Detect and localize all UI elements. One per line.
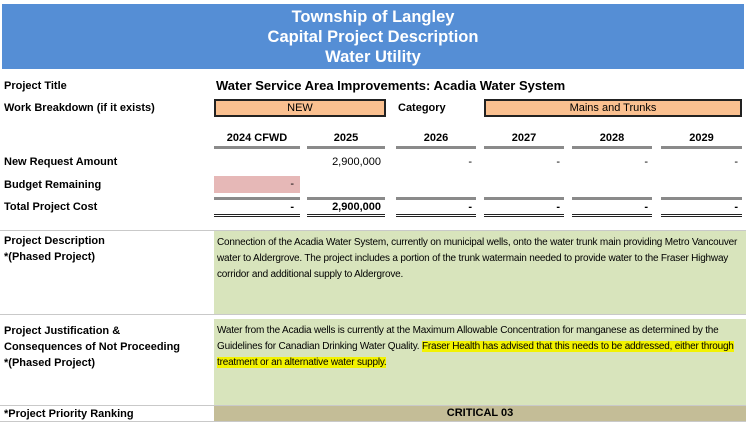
- total-rule-top: [396, 197, 476, 200]
- header-rule: [484, 146, 564, 149]
- priority-label: *Project Priority Ranking: [4, 408, 134, 420]
- total-rule-top: [661, 197, 742, 200]
- total-rule-double: [307, 214, 385, 217]
- total-rule-top: [572, 197, 652, 200]
- year-header: 2024 CFWD: [226, 132, 288, 144]
- category-value: Mains and Trunks: [484, 99, 742, 117]
- new-request-2029: -: [734, 156, 738, 168]
- header-rule: [307, 146, 385, 149]
- year-header: 2028: [599, 132, 625, 144]
- total-rule-double: [484, 214, 564, 217]
- justification-label-line1: Project Justification &: [4, 325, 121, 337]
- justification-label: Project Justification & Consequences of …: [4, 323, 180, 371]
- total-2027: -: [556, 201, 560, 213]
- header-rule: [214, 146, 300, 149]
- justification-text: Water from the Acadia wells is currently…: [214, 319, 746, 405]
- header-utility: Water Utility: [325, 48, 421, 66]
- category-label: Category: [398, 102, 446, 114]
- justification-plain: Water from the Acadia wells is currently…: [217, 325, 719, 352]
- description-text: Connection of the Acadia Water System, c…: [214, 231, 746, 314]
- description-label-line1: Project Description: [4, 235, 105, 247]
- new-request-2025: 2,900,000: [332, 156, 381, 168]
- total-rule-top: [484, 197, 564, 200]
- new-request-label: New Request Amount: [4, 156, 118, 168]
- budget-remaining-cell: -: [214, 176, 300, 193]
- budget-remaining-value: -: [290, 178, 294, 190]
- total-rule-double: [396, 214, 476, 217]
- header-township: Township of Langley: [291, 8, 455, 26]
- section-divider: [0, 230, 746, 231]
- header-rule: [661, 146, 742, 149]
- year-header: 2026: [423, 132, 449, 144]
- project-title-value: Water Service Area Improvements: Acadia …: [216, 78, 566, 93]
- year-header: 2029: [689, 132, 714, 144]
- description-label-line2: *(Phased Project): [4, 251, 96, 263]
- work-breakdown-value: NEW: [214, 99, 386, 117]
- total-rule-double: [572, 214, 652, 217]
- new-request-2028: -: [644, 156, 648, 168]
- justification-label-line3: *(Phased Project): [4, 357, 96, 369]
- total-rule-top: [214, 197, 300, 200]
- total-cost-label: Total Project Cost: [4, 201, 98, 213]
- justification-label-line2: Consequences of Not Proceeding: [4, 341, 181, 353]
- budget-remaining-label: Budget Remaining: [4, 179, 102, 191]
- header-rule: [396, 146, 476, 149]
- total-2024: -: [290, 201, 294, 213]
- project-title-label: Project Title: [4, 80, 67, 92]
- total-2025: 2,900,000: [332, 201, 381, 213]
- header-rule: [572, 146, 652, 149]
- section-divider: [0, 421, 746, 422]
- total-2028: -: [644, 201, 648, 213]
- total-rule-top: [307, 197, 385, 200]
- header-doc-type: Capital Project Description: [267, 28, 479, 46]
- total-rule-double: [214, 214, 300, 217]
- total-2026: -: [468, 201, 472, 213]
- page-header: Township of Langley Capital Project Desc…: [2, 4, 744, 69]
- total-rule-double: [661, 214, 742, 217]
- new-request-2026: -: [468, 156, 472, 168]
- priority-ranking-value: CRITICAL 03: [214, 406, 746, 421]
- work-breakdown-label: Work Breakdown (if it exists): [4, 102, 155, 114]
- year-header: 2025: [333, 132, 359, 144]
- year-header: 2027: [511, 132, 537, 144]
- section-divider: [0, 314, 746, 315]
- new-request-2027: -: [556, 156, 560, 168]
- section-divider: [0, 405, 746, 406]
- total-2029: -: [734, 201, 738, 213]
- description-label: Project Description *(Phased Project): [4, 233, 105, 265]
